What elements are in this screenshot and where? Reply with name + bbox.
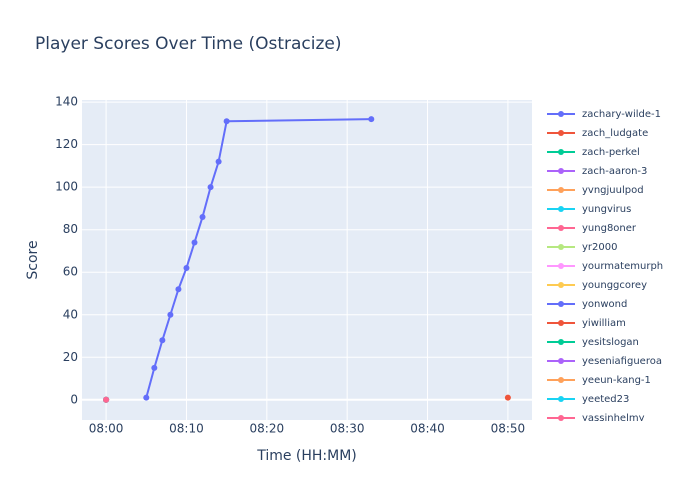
legend-marker [558, 339, 564, 345]
chart-title: Player Scores Over Time (Ostracize) [35, 34, 342, 54]
y-tick-label: 60 [63, 265, 78, 279]
legend-marker [558, 111, 564, 117]
legend-marker [558, 377, 564, 383]
y-tick-label: 20 [63, 350, 78, 364]
x-tick-label: 08:00 [89, 422, 124, 436]
legend-marker [558, 187, 564, 193]
y-axis-title: Score [25, 240, 41, 279]
legend-label[interactable]: yeeted23 [582, 394, 629, 405]
legend-label[interactable]: yiwilliam [582, 318, 626, 329]
legend-marker [558, 244, 564, 250]
legend-marker [558, 396, 564, 402]
legend-label[interactable]: yung8oner [582, 223, 637, 234]
x-tick-label: 08:30 [330, 422, 365, 436]
legend-label[interactable]: zachary-wilde-1 [582, 109, 661, 120]
plot-area [82, 100, 532, 420]
point [223, 118, 230, 125]
point [183, 264, 190, 271]
legend-label[interactable]: yeseniafigueroa [582, 356, 662, 367]
x-tick-label: 08:10 [169, 422, 204, 436]
point [504, 394, 511, 401]
legend-marker [558, 320, 564, 326]
legend-label[interactable]: yassinhelmy [582, 413, 645, 424]
legend-marker [558, 415, 564, 421]
y-tick-label: 140 [55, 95, 78, 109]
y-tick-label: 100 [55, 180, 78, 194]
point [151, 364, 158, 371]
legend-label[interactable]: yvngjuulpod [582, 185, 644, 196]
legend-marker [558, 282, 564, 288]
series-line [145, 118, 372, 398]
legend-marker [558, 225, 564, 231]
x-tick-label: 08:50 [491, 422, 526, 436]
legend-label[interactable]: yr2000 [582, 242, 617, 253]
point [191, 239, 198, 246]
legend-label[interactable]: yourmatemurph [582, 261, 663, 272]
point [368, 116, 375, 123]
x-tick-label: 08:40 [410, 422, 445, 436]
y-tick-label: 40 [63, 307, 78, 321]
y-tick-label: 120 [55, 137, 78, 151]
point [199, 213, 206, 220]
grid: 0 20 40 60 80 100 120 140 08:00 08:10 08:20 08:30 08… [55, 95, 532, 436]
legend-marker [558, 130, 564, 136]
x-axis-title: Time (HH:MM) [256, 448, 357, 464]
legend-marker [558, 358, 564, 364]
point [143, 394, 150, 401]
legend-label[interactable]: yesitslogan [582, 337, 639, 348]
point [175, 286, 182, 293]
point [207, 184, 214, 191]
legend-marker [558, 263, 564, 269]
legend-label[interactable]: yungvirus [582, 204, 631, 215]
legend-label[interactable]: zach-perkel [582, 147, 640, 158]
legend-marker [558, 149, 564, 155]
point [167, 311, 174, 318]
x-tick-label: 08:20 [250, 422, 285, 436]
legend-label[interactable]: yeeun-kang-1 [582, 375, 651, 386]
legend-marker [558, 168, 564, 174]
legend-marker [558, 301, 564, 307]
legend-label[interactable]: zach-aaron-3 [582, 166, 647, 177]
legend-label[interactable]: yonwond [582, 299, 627, 310]
marks [103, 116, 511, 403]
y-tick-label: 80 [63, 222, 78, 236]
legend-marker [558, 206, 564, 212]
y-tick-label: 0 [70, 392, 78, 406]
legend-label[interactable]: younggcorey [582, 280, 647, 291]
point [159, 337, 166, 344]
point [103, 396, 110, 403]
legend: zachary-wilde-1 zach_ludgate zach-perkel za… [547, 109, 663, 424]
point [215, 158, 222, 165]
legend-label[interactable]: zach_ludgate [582, 128, 648, 139]
